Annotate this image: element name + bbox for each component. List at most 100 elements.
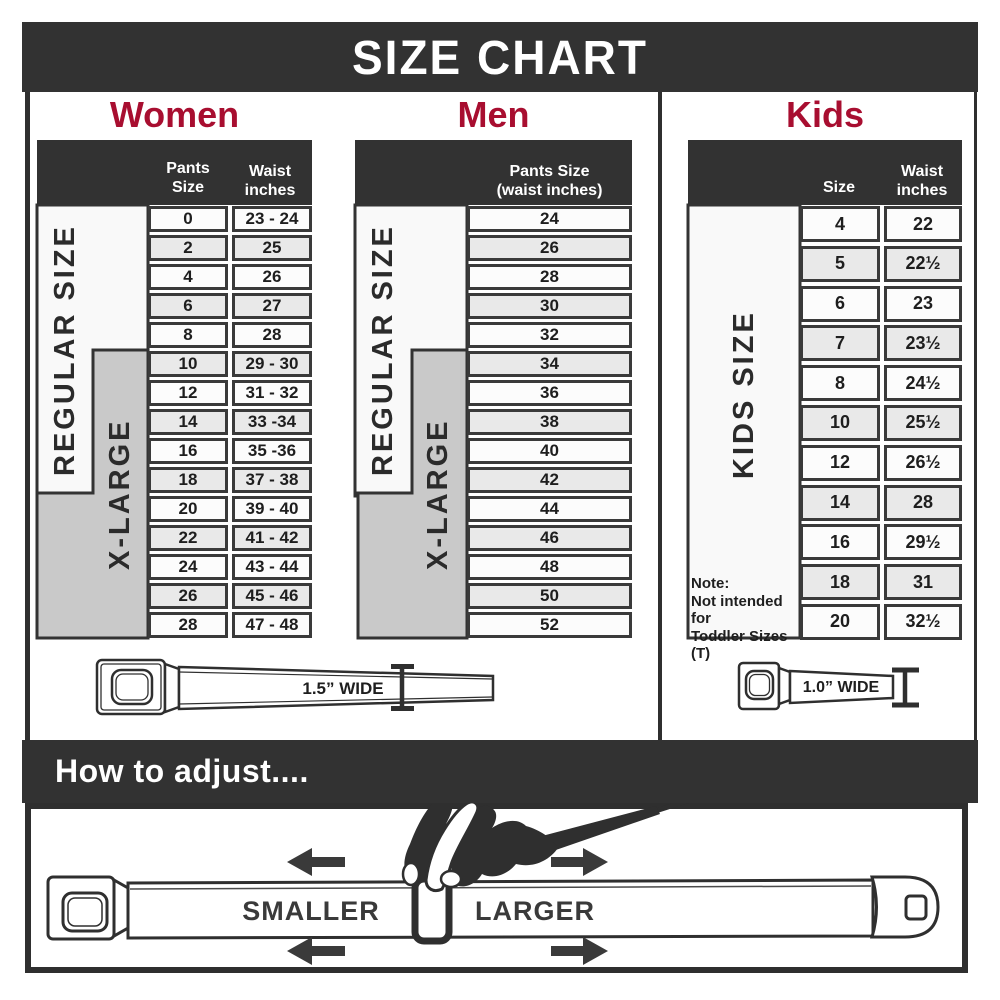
- table-row: 8 28: [148, 322, 312, 348]
- adult-belt-width-label: 1.5” WIDE: [302, 679, 384, 698]
- pants-size-cell: 50: [467, 583, 632, 609]
- pants-size-cell: 44: [467, 496, 632, 522]
- table-row: 34: [467, 351, 632, 377]
- table-row: 48: [467, 554, 632, 580]
- pants-size-cell: 8: [148, 322, 228, 348]
- waist-cell: 35 -36: [232, 438, 312, 464]
- adult-width-measure-icon: [391, 664, 414, 711]
- pants-size-cell: 24: [148, 554, 228, 580]
- size-cell: 14: [800, 484, 880, 521]
- table-row: 0 23 - 24: [148, 206, 312, 232]
- title-bar: SIZE CHART: [22, 22, 978, 92]
- waist-cell: 25: [232, 235, 312, 261]
- size-cell: 5: [800, 245, 880, 282]
- waist-cell: 27: [232, 293, 312, 319]
- table-row: 32: [467, 322, 632, 348]
- size-cell: 16: [800, 524, 880, 561]
- pants-size-cell: 42: [467, 467, 632, 493]
- table-row: 46: [467, 525, 632, 551]
- table-row: 18 31: [800, 564, 962, 601]
- waist-cell: 24½: [884, 365, 962, 402]
- pants-size-cell: 2: [148, 235, 228, 261]
- pants-size-cell: 38: [467, 409, 632, 435]
- kids-belt-width-label: 1.0” WIDE: [802, 679, 880, 696]
- waist-cell: 22: [884, 206, 962, 242]
- men-xlarge-label: X-LARGE: [422, 418, 454, 570]
- pants-size-cell: 14: [148, 409, 228, 435]
- pants-size-cell: 18: [148, 467, 228, 493]
- size-cell: 18: [800, 564, 880, 601]
- table-row: 26 45 - 46: [148, 583, 312, 609]
- pants-size-cell: 16: [148, 438, 228, 464]
- waist-cell: 26: [232, 264, 312, 290]
- table-row: 24 43 - 44: [148, 554, 312, 580]
- size-cell: 10: [800, 404, 880, 441]
- kids-size-header: Size: [822, 179, 855, 196]
- waist-cell: 23 - 24: [232, 206, 312, 232]
- waist-cell: 31 - 32: [232, 380, 312, 406]
- adjust-illustration-box: [25, 803, 968, 973]
- pants-size-cell: 4: [148, 264, 228, 290]
- men-section-heading: Men: [457, 94, 530, 135]
- how-to-adjust-bar: How to adjust....: [22, 740, 978, 803]
- waist-cell: 45 - 46: [232, 583, 312, 609]
- waist-cell: 39 - 40: [232, 496, 312, 522]
- pants-size-cell: 52: [467, 612, 632, 638]
- table-row: 20 32½: [800, 603, 962, 640]
- table-row: 38: [467, 409, 632, 435]
- pants-size-cell: 26: [148, 583, 228, 609]
- table-row: 50: [467, 583, 632, 609]
- size-cell: 6: [800, 285, 880, 322]
- table-row: 14 28: [800, 484, 962, 521]
- table-row: 14 33 -34: [148, 409, 312, 435]
- table-row: 4 22: [800, 206, 962, 242]
- table-row: 26: [467, 235, 632, 261]
- table-row: 36: [467, 380, 632, 406]
- waist-cell: 26½: [884, 444, 962, 481]
- waist-cell: 32½: [884, 603, 962, 640]
- pinching-hand-icon: [401, 795, 558, 893]
- table-row: 6 27: [148, 293, 312, 319]
- waist-cell: 37 - 38: [232, 467, 312, 493]
- kids-section-heading: Kids: [785, 94, 864, 135]
- men-table-header: Pants Size (waist inches): [355, 140, 632, 205]
- pants-size-cell: 6: [148, 293, 228, 319]
- pants-size-cell: 28: [148, 612, 228, 638]
- pants-size-cell: 32: [467, 322, 632, 348]
- pants-size-cell: 48: [467, 554, 632, 580]
- belt-adjuster-slider: [411, 875, 453, 945]
- pants-size-cell: 22: [148, 525, 228, 551]
- table-row: 52: [467, 612, 632, 638]
- size-cell: 4: [800, 206, 880, 242]
- pants-size-cell: 10: [148, 351, 228, 377]
- men-table-rows: 24 26 28 30 32 34 36 38 40 42 44 46 48 50 52: [467, 206, 632, 638]
- pants-size-cell: 28: [467, 264, 632, 290]
- men-regular-size-label: REGULAR SIZE: [367, 224, 399, 477]
- pants-size-cell: 24: [467, 206, 632, 232]
- kids-belt-buckle: [737, 661, 781, 711]
- adjust-belt-tip: [869, 875, 940, 939]
- table-row: 24: [467, 206, 632, 232]
- kids-note: Note: Not intended for Toddler Sizes (T): [691, 575, 788, 662]
- pants-size-cell: 30: [467, 293, 632, 319]
- size-cell: 7: [800, 325, 880, 362]
- pulled-strap-line: [454, 789, 716, 878]
- page-title: SIZE CHART: [352, 29, 648, 85]
- kids-waist-header: Waist inches: [896, 163, 948, 199]
- table-row: 30: [467, 293, 632, 319]
- table-row: 20 39 - 40: [148, 496, 312, 522]
- kids-width-measure-icon: [892, 667, 919, 708]
- table-row: 12 31 - 32: [148, 380, 312, 406]
- women-waist-header: Waist inches: [244, 163, 296, 199]
- table-row: 28: [467, 264, 632, 290]
- table-row: 22 41 - 42: [148, 525, 312, 551]
- table-row: 2 25: [148, 235, 312, 261]
- kids-buckle-slot: [744, 669, 775, 701]
- size-cell: 20: [800, 603, 880, 640]
- pants-size-cell: 40: [467, 438, 632, 464]
- adult-buckle-slot: [110, 668, 154, 706]
- women-regular-size-label: REGULAR SIZE: [49, 224, 81, 477]
- pants-size-cell: 26: [467, 235, 632, 261]
- women-table-header: Pants Size Waist inches: [37, 140, 312, 205]
- adjust-belt-buckle: [46, 875, 130, 941]
